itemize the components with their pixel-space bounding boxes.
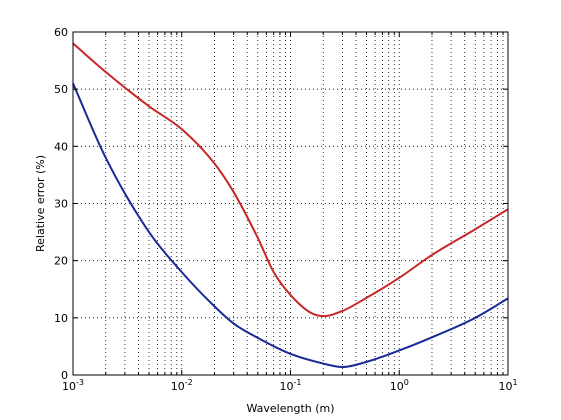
series-line-2 bbox=[72, 83, 509, 368]
grid bbox=[73, 32, 508, 375]
plot-area bbox=[73, 32, 508, 375]
y-tick-label: 50 bbox=[54, 83, 68, 96]
y-tick-label: 20 bbox=[54, 255, 68, 268]
y-tick-label: 40 bbox=[54, 140, 68, 153]
y-tick-label: 60 bbox=[54, 26, 68, 39]
y-tick-label: 30 bbox=[54, 198, 68, 211]
tick-labels: 0 10 20 30 40 50 60 10-3 10-2 10-1 100 101 bbox=[54, 26, 518, 393]
series-layer bbox=[72, 42, 509, 368]
y-tick-label: 10 bbox=[54, 312, 68, 325]
y-tick-label: 0 bbox=[61, 369, 68, 382]
x-axis-label: Wavelength (m) bbox=[246, 402, 334, 415]
x-tick-label: 10-2 bbox=[171, 378, 193, 393]
x-tick-label: 100 bbox=[390, 378, 409, 393]
series-line-1 bbox=[72, 42, 509, 318]
x-tick-label: 101 bbox=[498, 378, 517, 393]
x-tick-label: 10-1 bbox=[280, 378, 302, 393]
y-axis-label: Relative error (%) bbox=[34, 155, 47, 252]
x-tick-label: 10-3 bbox=[62, 378, 84, 393]
ticks bbox=[73, 32, 508, 375]
